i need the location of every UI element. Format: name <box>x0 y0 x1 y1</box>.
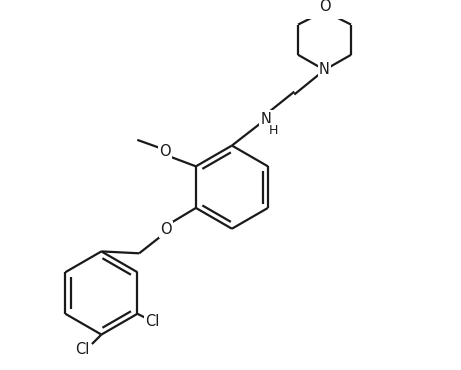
Text: O: O <box>159 144 171 159</box>
Text: H: H <box>269 124 278 137</box>
Text: N: N <box>319 63 330 77</box>
Text: O: O <box>319 0 331 14</box>
Text: Cl: Cl <box>145 314 160 329</box>
Text: O: O <box>160 222 171 237</box>
Text: N: N <box>260 112 272 127</box>
Text: Cl: Cl <box>75 342 90 357</box>
